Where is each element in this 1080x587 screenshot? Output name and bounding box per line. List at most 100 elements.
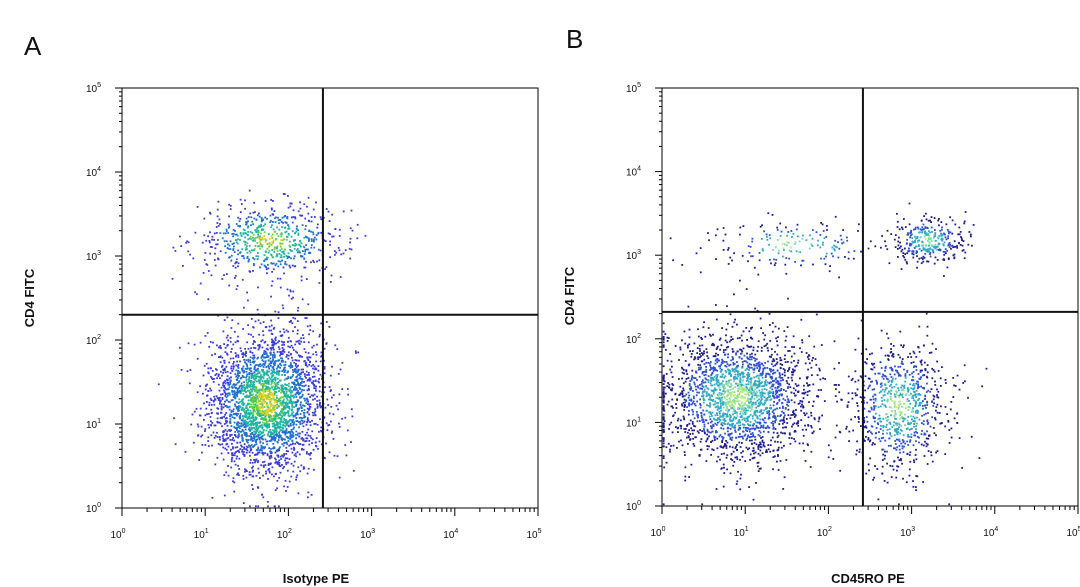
event-dot <box>745 439 748 441</box>
event-dot <box>921 374 924 377</box>
event-dot <box>245 433 248 436</box>
event-dot <box>303 253 306 255</box>
event-dot <box>699 353 701 355</box>
panel-b-plot-frame <box>661 87 1079 507</box>
event-dot <box>250 383 253 386</box>
event-dot <box>257 372 259 375</box>
event-dot <box>264 446 266 448</box>
event-dot <box>882 453 885 456</box>
event-dot <box>802 405 804 408</box>
event-dot <box>234 431 237 433</box>
event-dot <box>289 365 292 367</box>
event-dot <box>234 266 237 269</box>
event-dot <box>192 257 195 260</box>
event-dot <box>219 438 221 441</box>
event-dot <box>332 394 335 396</box>
event-dot <box>269 391 271 394</box>
event-dot <box>216 208 219 211</box>
event-dot <box>231 243 234 245</box>
event-dot <box>295 437 297 440</box>
event-dot <box>291 395 293 398</box>
event-dot <box>296 359 298 362</box>
event-dot <box>296 407 299 410</box>
event-dot <box>257 505 260 508</box>
event-dot <box>236 446 239 448</box>
event-dot <box>267 374 270 377</box>
event-dot <box>278 417 280 419</box>
event-dot <box>240 444 242 447</box>
event-dot <box>746 339 748 341</box>
event-dot <box>287 376 290 378</box>
event-dot <box>684 454 686 456</box>
event-dot <box>698 366 700 369</box>
event-dot <box>249 433 252 435</box>
event-dot <box>242 417 245 420</box>
event-dot <box>207 436 210 439</box>
event-dot <box>280 239 282 241</box>
event-dot <box>870 368 873 370</box>
event-dot <box>221 393 224 395</box>
event-dot <box>700 355 702 357</box>
event-dot <box>257 233 260 236</box>
event-dot <box>301 431 304 433</box>
event-dot <box>281 374 283 376</box>
event-dot <box>817 389 820 391</box>
event-dot <box>271 466 274 469</box>
event-dot <box>289 401 291 404</box>
event-dot <box>332 438 335 440</box>
event-dot <box>912 253 915 256</box>
event-dot <box>789 442 792 445</box>
event-dot <box>307 496 309 499</box>
event-dot <box>234 427 237 430</box>
event-dot <box>913 352 916 355</box>
event-dot <box>209 416 212 418</box>
event-dot <box>700 438 703 440</box>
event-dot <box>277 311 280 314</box>
event-dot <box>954 385 957 387</box>
event-dot <box>314 408 317 411</box>
event-dot <box>981 385 983 388</box>
event-dot <box>242 453 245 455</box>
event-dot <box>256 409 259 412</box>
event-dot <box>303 236 306 239</box>
event-dot <box>951 232 954 235</box>
event-dot <box>295 243 298 246</box>
event-dot <box>703 350 705 353</box>
event-dot <box>225 405 228 407</box>
event-dot <box>226 394 229 397</box>
event-dot <box>308 238 310 241</box>
event-dot <box>747 260 749 263</box>
event-dot <box>774 364 777 367</box>
event-dot <box>786 395 788 398</box>
event-dot <box>245 416 247 418</box>
event-dot <box>851 392 854 395</box>
event-dot <box>219 396 221 399</box>
event-dot <box>739 226 742 229</box>
event-dot <box>232 447 234 450</box>
event-dot <box>250 385 253 388</box>
event-dot <box>792 414 794 416</box>
event-dot <box>238 425 241 427</box>
event-dot <box>323 347 326 350</box>
event-dot <box>255 386 258 388</box>
event-dot <box>264 388 267 391</box>
event-dot <box>271 372 274 375</box>
event-dot <box>264 216 267 219</box>
event-dot <box>302 368 304 371</box>
event-dot <box>699 440 702 443</box>
event-dot <box>256 364 258 366</box>
event-dot <box>257 394 260 397</box>
event-dot <box>943 275 945 277</box>
event-dot <box>249 356 252 359</box>
event-dot <box>273 341 276 343</box>
event-dot <box>267 462 270 465</box>
event-dot <box>300 390 303 393</box>
event-dot <box>807 354 810 356</box>
event-dot <box>180 245 183 247</box>
event-dot <box>754 451 757 454</box>
event-dot <box>283 406 285 409</box>
event-dot <box>936 259 939 261</box>
event-dot <box>912 361 915 364</box>
event-dot <box>276 385 278 387</box>
event-dot <box>299 388 301 390</box>
